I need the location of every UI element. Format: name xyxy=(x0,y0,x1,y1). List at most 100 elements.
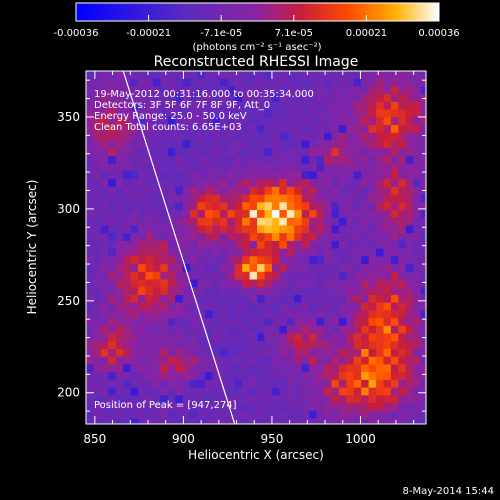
heatmap-cell xyxy=(190,109,199,118)
heatmap-cell xyxy=(197,356,206,366)
heatmap-cell xyxy=(257,78,266,88)
heatmap-cell xyxy=(93,194,102,203)
heatmap-cell xyxy=(331,125,340,134)
heatmap-cell xyxy=(212,379,221,389)
heatmap-cell xyxy=(242,279,251,288)
heatmap-cell xyxy=(242,202,251,211)
heatmap-cell xyxy=(257,410,266,420)
heatmap-cell xyxy=(138,403,147,412)
heatmap-cell xyxy=(331,248,340,257)
heatmap-cell xyxy=(205,163,214,172)
heatmap-cell xyxy=(338,302,347,311)
heatmap-cell xyxy=(212,163,221,172)
heatmap-cell xyxy=(145,186,154,196)
heatmap-cell xyxy=(182,71,191,80)
heatmap-cell xyxy=(309,179,318,188)
heatmap-cell xyxy=(249,217,258,227)
heatmap-cell xyxy=(413,132,422,142)
heatmap-cell xyxy=(234,202,243,211)
heatmap-cell xyxy=(108,225,117,234)
heatmap-cell xyxy=(257,117,266,126)
heatmap-cell xyxy=(271,117,280,126)
heatmap-cell xyxy=(420,233,426,242)
heatmap-cell xyxy=(301,209,310,219)
heatmap-cell xyxy=(115,248,124,257)
heatmap-cell xyxy=(264,395,273,404)
heatmap-cell xyxy=(227,240,236,250)
heatmap-cell xyxy=(167,310,176,319)
heatmap-cell xyxy=(175,341,184,350)
heatmap-cell xyxy=(301,71,310,80)
heatmap-cell xyxy=(279,372,288,381)
heatmap-cell xyxy=(405,395,414,404)
heatmap-cell xyxy=(279,279,288,288)
heatmap-cell xyxy=(93,372,102,381)
heatmap-cell xyxy=(212,186,221,196)
heatmap-cell xyxy=(420,132,426,142)
heatmap-cell xyxy=(197,379,206,389)
heatmap-cell xyxy=(279,325,288,335)
heatmap-cell xyxy=(234,233,243,242)
heatmap-cell xyxy=(138,217,147,227)
heatmap-cell xyxy=(420,302,426,311)
heatmap-cell xyxy=(219,403,228,412)
heatmap-cell xyxy=(324,287,333,296)
heatmap-cell xyxy=(346,410,355,420)
heatmap-cell xyxy=(190,256,199,265)
heatmap-cell xyxy=(286,310,295,319)
heatmap-cell xyxy=(108,333,117,342)
heatmap-cell xyxy=(100,271,109,281)
heatmap-cell xyxy=(108,348,117,358)
heatmap-cell xyxy=(368,209,377,219)
heatmap-cell xyxy=(316,148,325,157)
heatmap-cell xyxy=(390,186,399,196)
heatmap-cell xyxy=(413,94,422,103)
heatmap-cell xyxy=(390,271,399,281)
heatmap-cell xyxy=(361,101,370,111)
heatmap-cell xyxy=(160,240,169,250)
heatmap-cell xyxy=(93,233,102,242)
heatmap-cell xyxy=(390,240,399,250)
heatmap-cell xyxy=(138,264,147,273)
heatmap-cell xyxy=(212,125,221,134)
heatmap-cell xyxy=(264,240,273,250)
heatmap-cell xyxy=(197,302,206,311)
heatmap-cell xyxy=(123,209,132,219)
heatmap-cell xyxy=(294,225,303,234)
heatmap-cell xyxy=(353,217,362,227)
heatmap-cell xyxy=(279,294,288,304)
heatmap-cell xyxy=(205,294,214,304)
heatmap-cell xyxy=(227,379,236,389)
heatmap-cell xyxy=(383,287,392,296)
heatmap-cell xyxy=(130,186,139,196)
heatmap-cell xyxy=(390,125,399,134)
heatmap-cell xyxy=(145,71,154,80)
heatmap-cell xyxy=(175,348,184,358)
heatmap-cell xyxy=(346,333,355,342)
heatmap-cell xyxy=(242,225,251,234)
heatmap-cell xyxy=(138,395,147,404)
heatmap-cell xyxy=(309,248,318,257)
heatmap-cell xyxy=(405,217,414,227)
heatmap-cell xyxy=(182,325,191,335)
heatmap-cell xyxy=(420,387,426,396)
heatmap-cell xyxy=(190,310,199,319)
heatmap-cell xyxy=(115,109,124,118)
heatmap-cell xyxy=(301,387,310,396)
heatmap-cell xyxy=(338,225,347,234)
heatmap-cell xyxy=(212,356,221,366)
heatmap-cell xyxy=(212,395,221,404)
heatmap-cell xyxy=(279,125,288,134)
heatmap-cell xyxy=(390,101,399,111)
heatmap-cell xyxy=(390,171,399,180)
heatmap-cell xyxy=(353,325,362,335)
heatmap-cell xyxy=(249,140,258,149)
heatmap-cell xyxy=(115,117,124,126)
heatmap-cell xyxy=(405,233,414,242)
heatmap-cell xyxy=(219,117,228,126)
heatmap-cell xyxy=(376,279,385,288)
heatmap-cell xyxy=(123,94,132,103)
heatmap-cell xyxy=(257,140,266,149)
heatmap-cell xyxy=(234,364,243,373)
